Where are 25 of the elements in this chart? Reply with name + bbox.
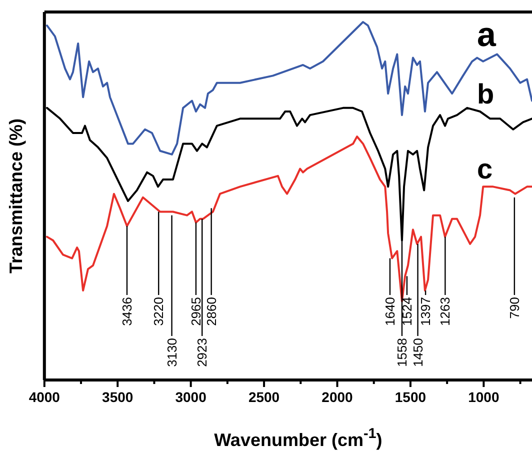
annotation: 1397	[418, 297, 434, 326]
x-tick-label: 3000	[175, 389, 207, 405]
annotation: 2860	[204, 297, 219, 326]
x-tick-label: 4000	[28, 389, 60, 405]
x-tick-label: 3500	[102, 389, 134, 405]
x-tick-label: 1000	[468, 389, 500, 405]
annotation: 3130	[164, 338, 180, 367]
annotation: 1558	[394, 338, 410, 367]
annotation: 1640	[382, 297, 398, 326]
x-tick-label: 2000	[322, 389, 354, 405]
y-axis-title: Transmittance (%)	[6, 118, 26, 274]
annotation: 790	[506, 297, 522, 319]
annotation: 3220	[151, 297, 166, 326]
x-tick-label: 2500	[248, 389, 280, 405]
series-label: b	[477, 78, 494, 110]
annotation: 1263	[438, 297, 453, 326]
annotation: 1450	[410, 338, 426, 367]
annotation: 2965	[188, 297, 204, 326]
x-axis-title: Wavenumber (cm$^{-1}$)	[214, 426, 382, 450]
annotation: 2923	[194, 338, 210, 367]
series-label: c	[477, 154, 493, 185]
annotation: 3436	[119, 297, 134, 326]
annotation: 1524	[399, 297, 414, 326]
x-tick-label: 1500	[394, 389, 426, 405]
series-label: a	[477, 16, 497, 54]
